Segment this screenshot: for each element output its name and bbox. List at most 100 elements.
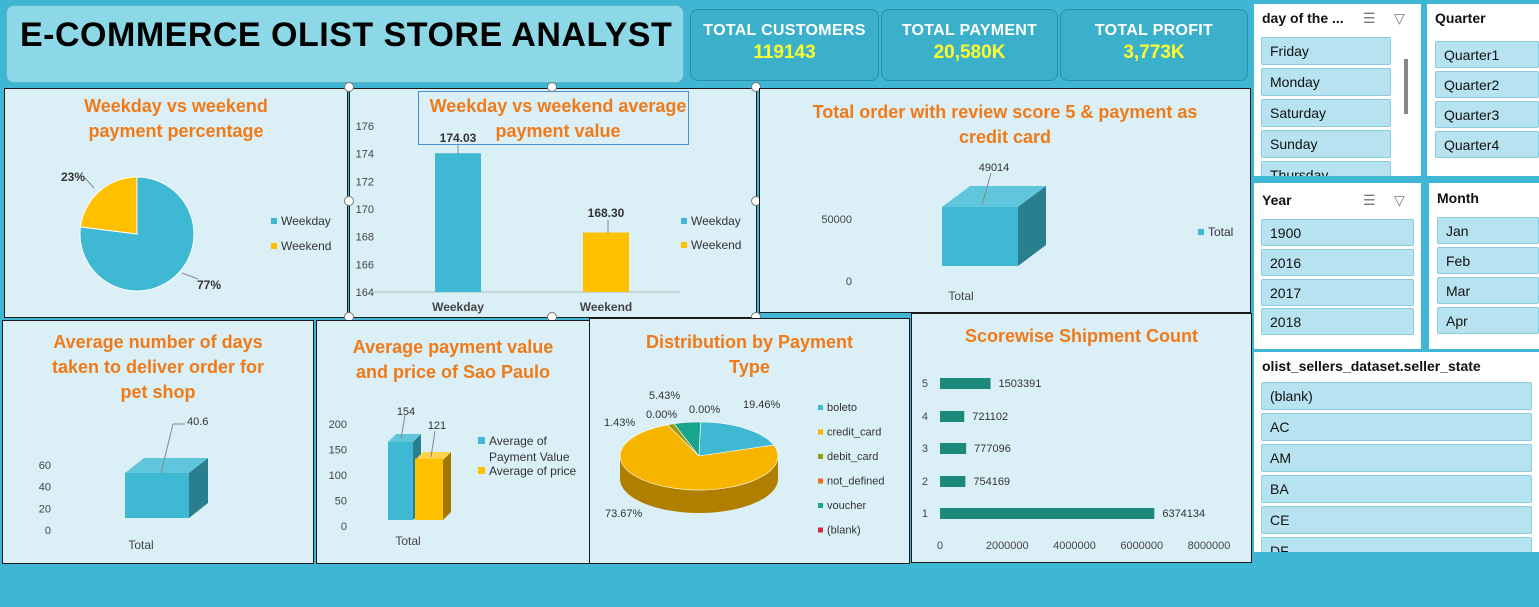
y-tick-label: 4 (922, 411, 928, 423)
chart-title: Average payment value and price of Sao P… (352, 337, 554, 382)
legend-swatch (818, 429, 823, 435)
slicer-item[interactable]: Quarter1 (1435, 41, 1539, 68)
bar-total[interactable] (125, 473, 189, 518)
slicer-item[interactable]: AM (1261, 444, 1532, 472)
resize-handle[interactable] (751, 82, 761, 92)
bar-weekday[interactable] (435, 153, 481, 292)
y-tick-label: 150 (329, 445, 347, 457)
y-tick-label: 174 (356, 149, 374, 161)
pie-slice-weekend[interactable] (79, 176, 138, 235)
chart-scorewise-shipment[interactable]: Scorewise Shipment Count 0 2000000 4000000… (911, 313, 1252, 563)
legend-label: Weekday (281, 214, 331, 228)
bar-score-5[interactable] (940, 378, 991, 389)
slicer-item[interactable]: 2016 (1261, 249, 1414, 276)
slicer-item[interactable]: 1900 (1261, 219, 1414, 246)
bar-payment-value[interactable] (388, 442, 413, 520)
clear-filter-icon[interactable]: ▽ (1394, 10, 1405, 26)
data-label: 174.03 (440, 131, 477, 145)
legend-swatch-price (478, 467, 485, 474)
bar-score-4[interactable] (940, 411, 965, 422)
bar-score-3[interactable] (940, 443, 967, 454)
slicer-title: Quarter (1435, 10, 1486, 26)
chart-title: Scorewise Shipment Count (964, 326, 1199, 346)
slicer-item[interactable]: Feb (1437, 247, 1539, 274)
chart-sao-paulo-payment-price[interactable]: Average payment value and price of Sao P… (316, 320, 590, 564)
resize-handle[interactable] (344, 82, 354, 92)
bar-3d-top (415, 452, 451, 460)
bar-chart: 164 166 168 170 172 174 176 174.03 168.30 Week… (356, 121, 742, 314)
scrollbar-thumb[interactable] (1404, 59, 1408, 114)
legend-label: Weekend (691, 238, 741, 252)
slicer-item[interactable]: Apr (1437, 307, 1539, 334)
x-tick-label: Weekend (580, 300, 632, 314)
multi-select-icon[interactable]: ☰ (1363, 192, 1376, 208)
slicer-month[interactable]: Month Jan Feb Mar Apr (1429, 183, 1539, 349)
resize-handle[interactable] (344, 196, 354, 206)
legend-swatch-weekday (681, 218, 687, 224)
slicer-item[interactable]: (blank) (1261, 382, 1532, 410)
slicer-item[interactable]: CE (1261, 506, 1532, 534)
slicer-item[interactable]: Sunday (1261, 130, 1391, 158)
slicer-item[interactable]: Monday (1261, 68, 1391, 96)
data-label: 1.43% (604, 417, 635, 429)
chart-weekday-weekend-avg[interactable]: Weekday vs weekend average payment value… (349, 88, 757, 318)
multi-select-icon[interactable]: ☰ (1363, 10, 1376, 26)
data-label: 0.00% (689, 404, 720, 416)
resize-handle[interactable] (547, 82, 557, 92)
x-tick-label: Total (128, 538, 153, 552)
slicer-item[interactable]: 2018 (1261, 308, 1414, 335)
chart-weekday-weekend-pie[interactable]: Weekday vs weekend payment percentage 77… (4, 88, 348, 318)
pie-slice-voucher[interactable] (673, 421, 701, 457)
pie-slice-credit_card[interactable] (619, 424, 779, 491)
kpi-label: TOTAL CUSTOMERS (703, 22, 866, 39)
slicer-item[interactable]: Friday (1261, 37, 1391, 65)
slicer-item[interactable]: BA (1261, 475, 1532, 503)
slicer-year[interactable]: Year ☰ ▽ 1900 2016 2017 2018 (1254, 183, 1421, 349)
kpi-label: TOTAL PROFIT (1094, 22, 1214, 39)
slicer-day-of-week[interactable]: day of the ... ☰ ▽ Friday Monday Saturda… (1254, 4, 1421, 176)
slicer-item[interactable]: Jan (1437, 217, 1539, 244)
bar-3d-side (443, 452, 451, 520)
y-tick-label: 0 (45, 525, 51, 537)
bar-chart: 0 2000000 4000000 6000000 8000000 1 6374134 2 75… (922, 378, 1231, 552)
legend-swatch (818, 503, 823, 508)
slicer-item[interactable]: AC (1261, 413, 1532, 441)
slicer-item[interactable]: Quarter3 (1435, 101, 1539, 128)
kpi-total-payment: TOTAL PAYMENT 20,580K (881, 9, 1058, 81)
chart-review5-credit[interactable]: Total order with review score 5 & paymen… (759, 88, 1251, 313)
y-tick-label: 50 (335, 496, 347, 508)
bar-score-1[interactable] (940, 508, 1155, 519)
bar-total[interactable] (942, 207, 1018, 266)
legend-line: Average of (489, 434, 547, 448)
y-tick-label: 20 (39, 503, 51, 515)
kpi-value: 119143 (753, 42, 816, 63)
bar-score-2[interactable] (940, 476, 966, 487)
slicer-item[interactable]: 2017 (1261, 279, 1414, 306)
slicer-item[interactable]: Quarter2 (1435, 71, 1539, 98)
slicer-item[interactable]: DF (1261, 537, 1532, 552)
x-tick-label: 4000000 (1053, 540, 1096, 552)
data-label: 73.67% (605, 508, 643, 520)
bar-price[interactable] (415, 458, 443, 520)
legend-label: (blank) (827, 525, 861, 537)
pie-slice-weekday[interactable] (79, 176, 195, 292)
kpi-total-profit: TOTAL PROFIT 3,773K (1060, 9, 1248, 81)
bar-weekend[interactable] (583, 232, 629, 292)
chart-delivery-days-pet-shop[interactable]: Average number of days taken to deliver … (2, 320, 314, 564)
y-tick-label: 164 (356, 287, 374, 299)
slicer-quarter[interactable]: Quarter Quarter1 Quarter2 Quarter3 Quart… (1427, 4, 1539, 176)
slicer-seller-state[interactable]: olist_sellers_dataset.seller_state (blan… (1254, 352, 1539, 552)
data-label: 721102 (972, 411, 1008, 423)
clear-filter-icon[interactable]: ▽ (1394, 192, 1405, 208)
slicer-item[interactable]: Thursday (1261, 161, 1391, 176)
slicer-item[interactable]: Mar (1437, 277, 1539, 304)
x-tick-label: 8000000 (1188, 540, 1231, 552)
legend-swatch-weekday (271, 218, 277, 224)
y-tick-label: 172 (356, 176, 374, 188)
legend-swatch (818, 527, 823, 533)
chart-payment-type-distribution[interactable]: Distribution by Payment Type 19.46% 73.6… (589, 318, 910, 564)
data-label: 19.46% (743, 399, 781, 411)
slicer-item[interactable]: Quarter4 (1435, 131, 1539, 158)
slicer-item[interactable]: Saturday (1261, 99, 1391, 127)
legend-label: Weekday (691, 214, 741, 228)
